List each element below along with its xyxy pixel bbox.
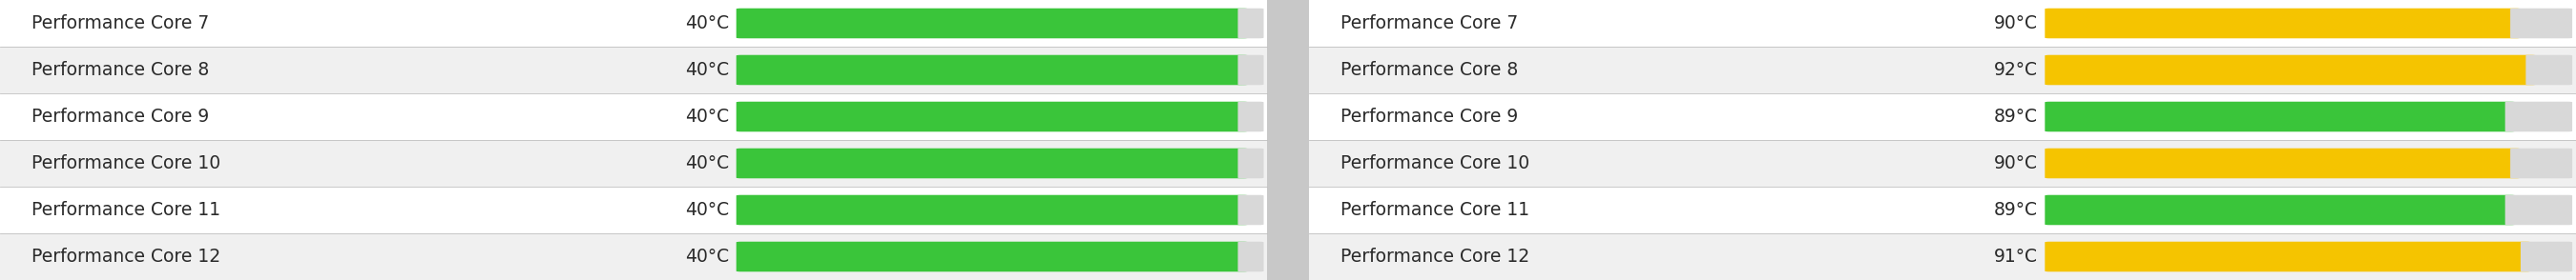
Bar xyxy=(0,187,1267,233)
FancyBboxPatch shape xyxy=(1239,148,1265,178)
Text: Performance Core 10: Performance Core 10 xyxy=(1340,154,1530,172)
FancyBboxPatch shape xyxy=(737,148,1249,178)
Text: Performance Core 9: Performance Core 9 xyxy=(31,108,209,126)
FancyBboxPatch shape xyxy=(2527,55,2573,85)
FancyBboxPatch shape xyxy=(737,102,1249,132)
Text: 90°C: 90°C xyxy=(1994,154,2038,172)
FancyBboxPatch shape xyxy=(2519,242,2573,272)
FancyBboxPatch shape xyxy=(2504,195,2573,225)
Bar xyxy=(0,0,1267,47)
FancyBboxPatch shape xyxy=(2045,102,2514,132)
Text: Performance Core 8: Performance Core 8 xyxy=(31,61,209,79)
Text: 90°C: 90°C xyxy=(1994,14,2038,32)
Text: 40°C: 40°C xyxy=(685,201,729,219)
Bar xyxy=(1309,187,2576,233)
Text: Performance Core 11: Performance Core 11 xyxy=(31,201,222,219)
Text: Performance Core 7: Performance Core 7 xyxy=(1340,14,1517,32)
FancyBboxPatch shape xyxy=(737,195,1249,225)
Bar xyxy=(1309,0,2576,47)
Text: Performance Core 12: Performance Core 12 xyxy=(1340,248,1530,266)
Bar xyxy=(1309,93,2576,140)
Bar xyxy=(1309,47,2576,93)
Text: Performance Core 10: Performance Core 10 xyxy=(31,154,222,172)
Text: Performance Core 8: Performance Core 8 xyxy=(1340,61,1517,79)
FancyBboxPatch shape xyxy=(737,242,1249,272)
Bar xyxy=(1309,233,2576,280)
FancyBboxPatch shape xyxy=(737,55,1249,85)
Text: 40°C: 40°C xyxy=(685,108,729,126)
FancyBboxPatch shape xyxy=(2045,242,2530,272)
Text: Performance Core 12: Performance Core 12 xyxy=(31,248,222,266)
Bar xyxy=(1309,140,2576,187)
FancyBboxPatch shape xyxy=(2045,195,2514,225)
FancyBboxPatch shape xyxy=(737,8,1249,38)
Text: Performance Core 7: Performance Core 7 xyxy=(31,14,209,32)
Bar xyxy=(0,47,1267,93)
FancyBboxPatch shape xyxy=(2509,8,2573,38)
FancyBboxPatch shape xyxy=(2509,148,2573,178)
Text: 92°C: 92°C xyxy=(1994,61,2038,79)
FancyBboxPatch shape xyxy=(2045,8,2519,38)
FancyBboxPatch shape xyxy=(1239,242,1265,272)
Text: 89°C: 89°C xyxy=(1994,201,2038,219)
Bar xyxy=(0,140,1267,187)
FancyBboxPatch shape xyxy=(1239,8,1265,38)
Text: 89°C: 89°C xyxy=(1994,108,2038,126)
Text: 40°C: 40°C xyxy=(685,61,729,79)
Text: 40°C: 40°C xyxy=(685,14,729,32)
Text: 40°C: 40°C xyxy=(685,154,729,172)
Text: 91°C: 91°C xyxy=(1994,248,2038,266)
Text: 40°C: 40°C xyxy=(685,248,729,266)
Bar xyxy=(0,93,1267,140)
FancyBboxPatch shape xyxy=(1239,102,1265,132)
FancyBboxPatch shape xyxy=(2045,55,2537,85)
Text: Performance Core 9: Performance Core 9 xyxy=(1340,108,1517,126)
Text: Performance Core 11: Performance Core 11 xyxy=(1340,201,1530,219)
FancyBboxPatch shape xyxy=(1239,195,1265,225)
FancyBboxPatch shape xyxy=(2504,102,2573,132)
Bar xyxy=(0,233,1267,280)
FancyBboxPatch shape xyxy=(1239,55,1265,85)
FancyBboxPatch shape xyxy=(2045,148,2519,178)
